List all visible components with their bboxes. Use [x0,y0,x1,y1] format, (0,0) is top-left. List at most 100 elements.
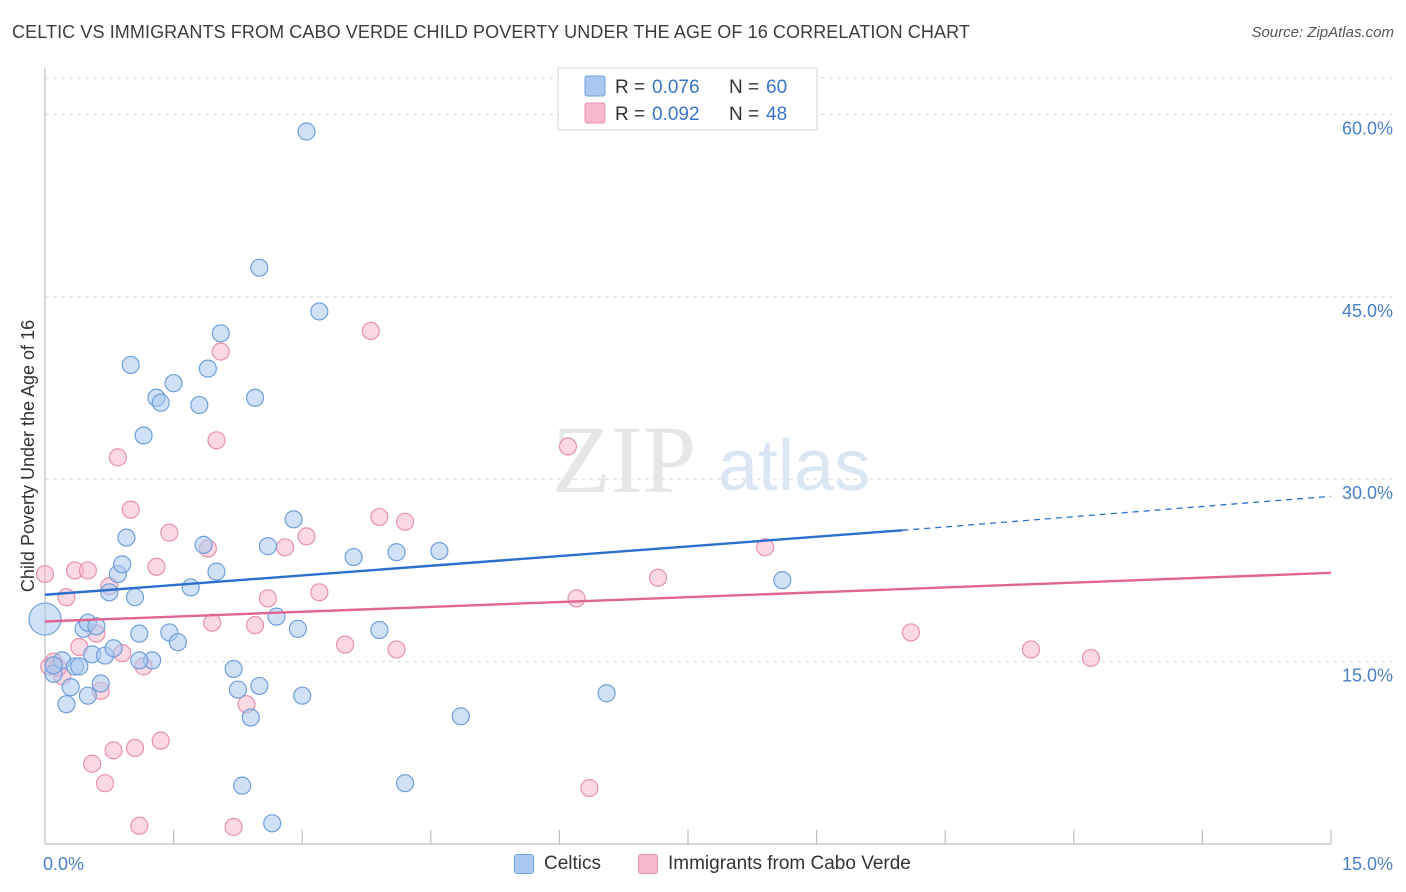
legend-n-label-cabo-verde: N = [729,104,764,125]
point-celtics-41 [263,814,282,833]
point-cabo-verde-11 [95,774,115,793]
y-tick-label-0: 15.0% [1342,666,1393,686]
bottom-legend-label-cabo-verde: Immigrants from Cabo Verde [668,853,911,874]
point-celtics-26 [164,374,183,393]
point-celtics-33 [211,324,230,343]
point-celtics-50 [387,543,406,562]
point-celtics-58 [130,651,149,670]
point-cabo-verde-7 [78,561,97,580]
point-celtics-44 [288,619,308,638]
point-cabo-verde-39 [558,437,578,456]
trend-line-extension-celtics [902,495,1332,531]
point-celtics-20 [130,624,149,643]
point-celtics-47 [310,302,329,321]
point-cabo-verde-24 [203,613,222,632]
point-celtics-29 [190,395,209,415]
bottom-legend-swatch-celtics [514,854,534,874]
point-celtics-0 [28,602,62,636]
point-celtics-46 [297,122,316,141]
y-tick-label-3: 60.0% [1342,118,1393,138]
bottom-legend-label-celtics: Celtics [544,853,602,874]
point-celtics-32 [207,562,226,581]
point-celtics-54 [597,684,616,703]
legend-r-label-celtics: R = [615,77,650,98]
legend-swatch-cabo-verde [584,102,606,124]
point-celtics-27 [168,633,187,652]
point-cabo-verde-43 [756,538,775,557]
trend-line-cabo-verde [44,571,1332,623]
point-celtics-18 [121,355,140,375]
point-cabo-verde-33 [310,583,329,602]
x-ticks [173,830,1332,844]
point-celtics-13 [100,583,119,602]
point-cabo-verde-26 [211,342,230,361]
point-celtics-48 [344,547,363,567]
point-celtics-14 [104,639,123,658]
legend-r-value-celtics: 0.076 [652,77,700,98]
point-cabo-verde-46 [1081,648,1101,668]
point-celtics-57 [78,686,97,705]
point-cabo-verde-27 [224,817,243,837]
point-celtics-28 [181,578,200,597]
point-cabo-verde-36 [370,507,389,527]
point-celtics-17 [117,528,136,547]
point-cabo-verde-20 [147,557,166,576]
point-celtics-21 [134,426,153,445]
point-celtics-55 [773,571,792,590]
point-celtics-37 [241,708,260,727]
trend-lines [44,495,1332,623]
point-cabo-verde-17 [125,738,145,758]
x-tick-label-1: 15.0% [1342,854,1393,874]
point-cabo-verde-21 [151,731,170,750]
legend-swatch-celtics [584,75,606,97]
point-celtics-34 [224,659,243,679]
point-celtics-45 [293,686,312,705]
legend-n-label-celtics: N = [729,77,764,98]
point-celtics-16 [113,555,132,574]
point-celtics-35 [228,680,247,699]
point-cabo-verde-40 [567,589,586,608]
point-celtics-3 [57,695,76,714]
point-cabo-verde-14 [108,448,127,467]
point-celtics-36 [233,776,252,795]
point-cabo-verde-37 [387,640,406,659]
legend-n-value-celtics: 60 [766,77,787,98]
point-celtics-11 [91,674,110,693]
point-cabo-verde-30 [258,589,278,608]
chart-title: CELTIC VS IMMIGRANTS FROM CABO VERDE CHI… [12,22,970,42]
point-celtics-38 [245,388,265,407]
point-cabo-verde-32 [297,527,316,546]
point-cabo-verde-18 [130,816,149,835]
point-celtics-40 [258,537,278,556]
trend-line-celtics [44,529,903,596]
point-celtics-10 [87,617,106,636]
y-tick-label-2: 45.0% [1342,301,1393,321]
legend-r-label-cabo-verde: R = [615,104,650,125]
point-cabo-verde-44 [901,623,921,642]
point-celtics-42 [267,607,286,626]
gridlines [45,77,1392,663]
y-axis-label: Child Poverty Under the Age of 16 [18,320,38,592]
legend-box: R = 0.076 N = 60 R = 0.092 N = 48 [557,67,818,131]
point-celtics-6 [70,657,89,676]
point-cabo-verde-0 [35,564,55,584]
point-cabo-verde-25 [207,431,226,450]
bottom-legend: Celtics Immigrants from Cabo Verde [0,850,1406,880]
point-celtics-51 [395,774,415,793]
x-tick-label-0: 0.0% [43,854,84,874]
point-celtics-56 [44,656,63,675]
point-celtics-31 [198,359,217,378]
legend-r-value-cabo-verde: 0.092 [652,104,700,125]
point-celtics-19 [125,588,145,607]
point-cabo-verde-42 [648,568,668,587]
point-cabo-verde-4 [57,588,76,607]
x-tick-labels: 0.0% 15.0% [43,854,1393,874]
point-celtics-53 [451,707,470,726]
point-cabo-verde-45 [1021,640,1041,659]
point-cabo-verde-38 [395,512,415,531]
source-label: Source: ZipAtlas.com [1251,24,1394,41]
point-cabo-verde-41 [580,778,599,798]
point-celtics-49 [370,620,389,640]
point-celtics-52 [430,541,449,561]
